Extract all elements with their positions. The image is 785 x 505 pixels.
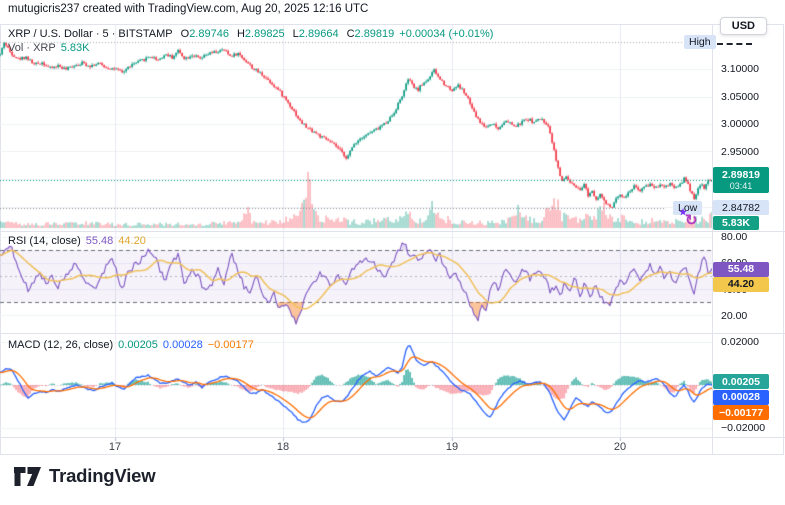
price-tick[interactable]: 3.10000	[721, 63, 759, 75]
low-price-badge: 2.84782	[713, 200, 769, 215]
change-value: +0.00034 (+0.01%)	[399, 28, 494, 40]
macd-signal-badge: −0.00177	[713, 405, 769, 420]
tradingview-icon	[14, 466, 41, 486]
rsi-label: RSI (14, close)	[8, 235, 81, 247]
price-scale-separator	[712, 24, 713, 455]
symbol-legend: XRP / U.S. Dollar · 5 · BITSTAMP O2.8974…	[8, 28, 493, 40]
volume-badge: 5.83K	[713, 215, 759, 230]
last-price-badge: 2.89819 03:41	[713, 167, 769, 193]
low-key: L	[292, 28, 299, 40]
rsi-value-badge: 55.48	[713, 261, 769, 277]
time-label: 19	[445, 441, 459, 453]
rsi-ma-badge: 44.20	[713, 276, 769, 292]
attribution-text: mutugicris237 created with TradingView.c…	[8, 3, 369, 15]
macd-line-value: 0.00028	[162, 339, 203, 351]
sparkle-doodle-icon[interactable]: ★ ↻	[679, 207, 698, 229]
open-key: O	[180, 28, 190, 40]
low-value: 2.89664	[298, 28, 339, 40]
brand-name: TradingView	[49, 465, 156, 486]
bar-countdown: 03:41	[729, 181, 753, 191]
low-line-label: Low	[673, 200, 703, 215]
macd-legend: MACD (12, 26, close) 0.00205 0.00028 −0.…	[8, 339, 254, 351]
currency-toggle-button[interactable]: USD	[719, 17, 767, 35]
macd-signal-value: −0.00177	[207, 339, 254, 351]
macd-tick[interactable]: −0.02000	[721, 422, 766, 434]
rsi-legend: RSI (14, close) 55.48 44.20	[8, 235, 146, 247]
last-price-value: 2.89819	[722, 169, 760, 181]
volume-label: Vol · XRP	[8, 42, 56, 54]
high-price-dash	[717, 43, 752, 45]
macd-hist-badge: 0.00205	[713, 374, 769, 389]
rsi-tick[interactable]: 80.00	[721, 231, 748, 243]
rsi-ma-value: 44.20	[118, 235, 146, 247]
high-key: H	[236, 28, 245, 40]
price-tick[interactable]: 3.00000	[721, 118, 759, 130]
price-tick[interactable]: 3.05000	[721, 90, 759, 103]
chart-canvas[interactable]	[0, 24, 712, 444]
time-label: 17	[108, 441, 122, 453]
close-value: 2.89819	[354, 28, 395, 40]
high-value: 2.89825	[244, 28, 285, 40]
high-line-label: High	[684, 34, 716, 49]
time-label: 18	[276, 441, 290, 453]
symbol-title: XRP / U.S. Dollar · 5 · BITSTAMP	[8, 28, 173, 40]
rsi-value: 55.48	[85, 235, 114, 247]
pane-separator-macd[interactable]	[0, 333, 785, 334]
pane-separator-rsi[interactable]	[0, 231, 785, 232]
time-axis[interactable]	[0, 437, 712, 455]
macd-label: MACD (12, 26, close)	[8, 339, 114, 351]
macd-hist-value: 0.00205	[118, 339, 158, 351]
macd-tick[interactable]: 0.02000	[721, 336, 759, 348]
volume-legend: Vol · XRP 5.83K	[8, 42, 89, 54]
rsi-tick[interactable]: 20.00	[721, 309, 748, 322]
close-key: C	[346, 28, 355, 40]
price-tick[interactable]: 2.95000	[721, 145, 759, 158]
volume-value: 5.83K	[60, 42, 90, 54]
time-label: 20	[613, 441, 627, 453]
time-axis-separator	[0, 437, 785, 438]
tradingview-logo[interactable]: TradingView	[14, 465, 156, 487]
macd-value-badge: 0.00028	[713, 389, 769, 405]
open-value: 2.89746	[189, 28, 229, 40]
